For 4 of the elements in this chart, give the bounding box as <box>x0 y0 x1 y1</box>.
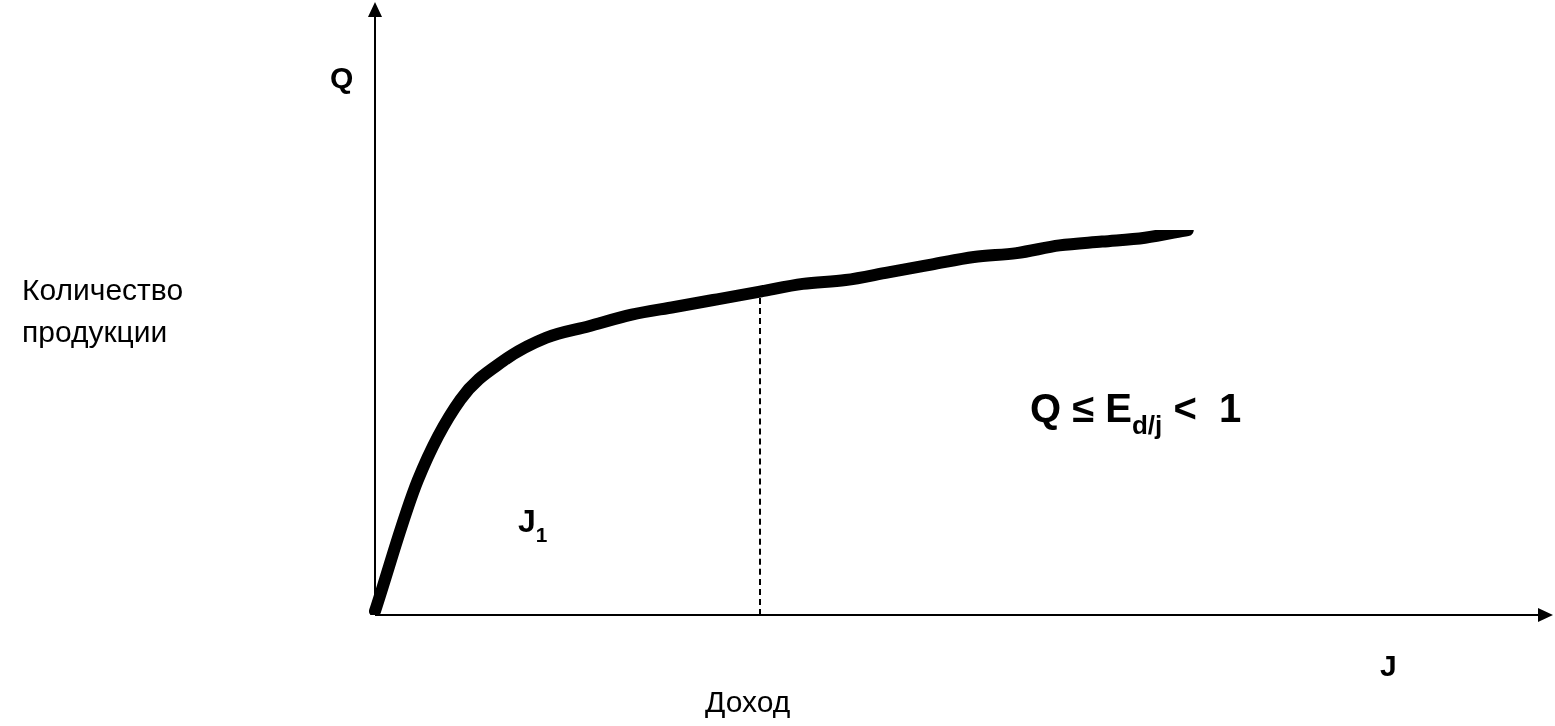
text: Q <box>330 61 354 94</box>
text: J <box>1380 649 1397 682</box>
text: Количество продукции <box>22 273 184 348</box>
x-axis-title: Доход <box>705 685 791 718</box>
